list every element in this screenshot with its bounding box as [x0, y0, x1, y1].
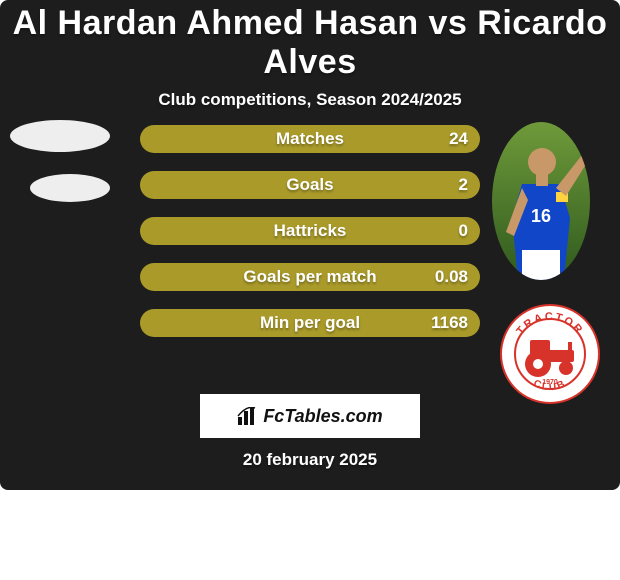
placeholder-ellipse [30, 174, 110, 202]
tractor-club-badge-icon: TRACTOR CLUB 1970 [500, 304, 600, 404]
placeholder-ellipse [10, 120, 110, 152]
stat-right-value: 0.08 [435, 267, 468, 287]
bar-chart-icon [237, 407, 257, 425]
club-badge: TRACTOR CLUB 1970 [500, 304, 600, 404]
stat-row: Goals 2 [140, 171, 480, 199]
stat-label: Min per goal [140, 313, 480, 333]
stat-label: Hattricks [140, 221, 480, 241]
stat-right-value: 1168 [431, 313, 468, 333]
page-title: Al Hardan Ahmed Hasan vs Ricardo Alves [0, 0, 620, 82]
player-left-avatar [10, 120, 110, 224]
stat-row: Matches 24 [140, 125, 480, 153]
stat-label: Goals [140, 175, 480, 195]
stat-label: Matches [140, 129, 480, 149]
page-subtitle: Club competitions, Season 2024/2025 [0, 90, 620, 110]
stat-right-value: 2 [459, 175, 468, 195]
fctables-text: FcTables.com [263, 406, 382, 427]
stats-list: Matches 24 Goals 2 Hattricks 0 Goals per… [140, 125, 480, 355]
stat-row: Min per goal 1168 [140, 309, 480, 337]
stat-row: Goals per match 0.08 [140, 263, 480, 291]
comparison-card: Al Hardan Ahmed Hasan vs Ricardo Alves C… [0, 0, 620, 490]
stat-row: Hattricks 0 [140, 217, 480, 245]
svg-text:16: 16 [531, 206, 551, 226]
stat-right-value: 24 [449, 129, 468, 149]
fctables-watermark: FcTables.com [200, 394, 420, 438]
player-illustration-icon: 16 [492, 122, 590, 280]
stat-label: Goals per match [140, 267, 480, 287]
badge-year: 1970 [542, 379, 558, 386]
player-right-avatar: 16 [492, 122, 590, 280]
footer-date: 20 february 2025 [0, 450, 620, 470]
stat-right-value: 0 [459, 221, 468, 241]
